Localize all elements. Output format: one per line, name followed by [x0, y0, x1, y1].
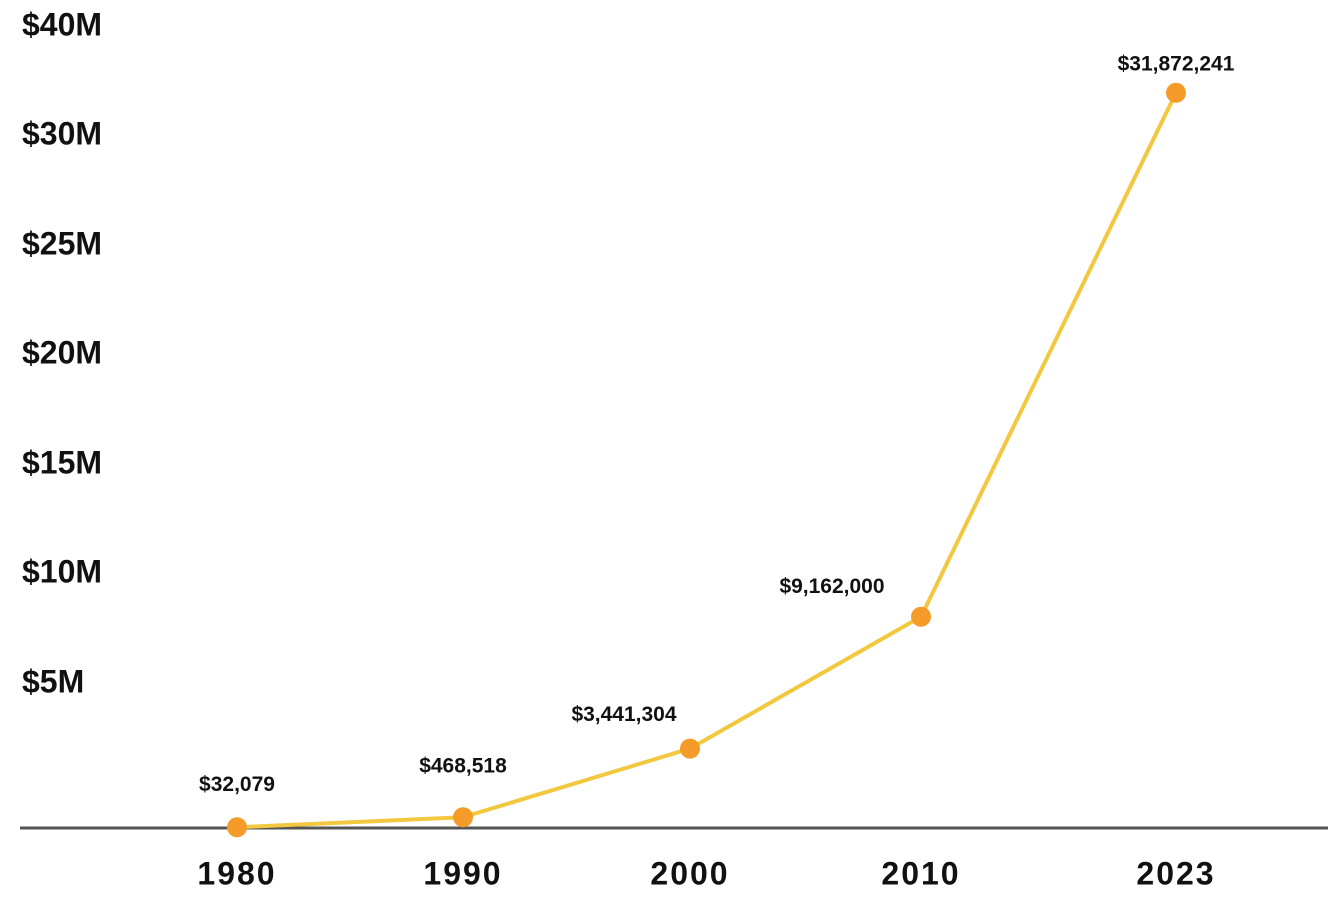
data-markers — [227, 82, 1186, 838]
y-tick-label: $20M — [22, 334, 102, 370]
data-point — [911, 606, 931, 627]
y-tick-label: $40M — [22, 6, 102, 42]
data-point — [227, 817, 247, 838]
data-label: $31,872,241 — [1118, 52, 1235, 75]
data-label: $32,079 — [199, 773, 275, 796]
x-tick-label: 2000 — [650, 855, 729, 891]
x-tick-label: 2010 — [881, 855, 960, 891]
y-tick-label: $10M — [22, 553, 102, 589]
y-axis-tick-labels: $5M $10M $15M $20M $25M $30M $40M — [22, 6, 102, 699]
data-point — [680, 738, 700, 759]
data-label: $3,441,304 — [571, 703, 676, 726]
x-tick-label: 1990 — [423, 855, 502, 891]
data-point — [453, 807, 473, 828]
x-axis-tick-labels: 1980 1990 2000 2010 2023 — [197, 855, 1215, 891]
x-tick-label: 2023 — [1136, 855, 1215, 891]
series-line — [236, 91, 1178, 830]
y-tick-label: $25M — [22, 225, 102, 261]
y-tick-label: $15M — [22, 444, 102, 480]
data-labels: $32,079 $468,518 $3,441,304 $9,162,000 $31,8… — [199, 52, 1235, 795]
data-label: $9,162,000 — [779, 575, 884, 598]
y-tick-label: $30M — [22, 115, 102, 151]
data-point — [1166, 82, 1186, 103]
y-tick-label: $5M — [22, 663, 84, 699]
x-tick-label: 1980 — [197, 855, 276, 891]
data-label: $468,518 — [419, 755, 507, 778]
